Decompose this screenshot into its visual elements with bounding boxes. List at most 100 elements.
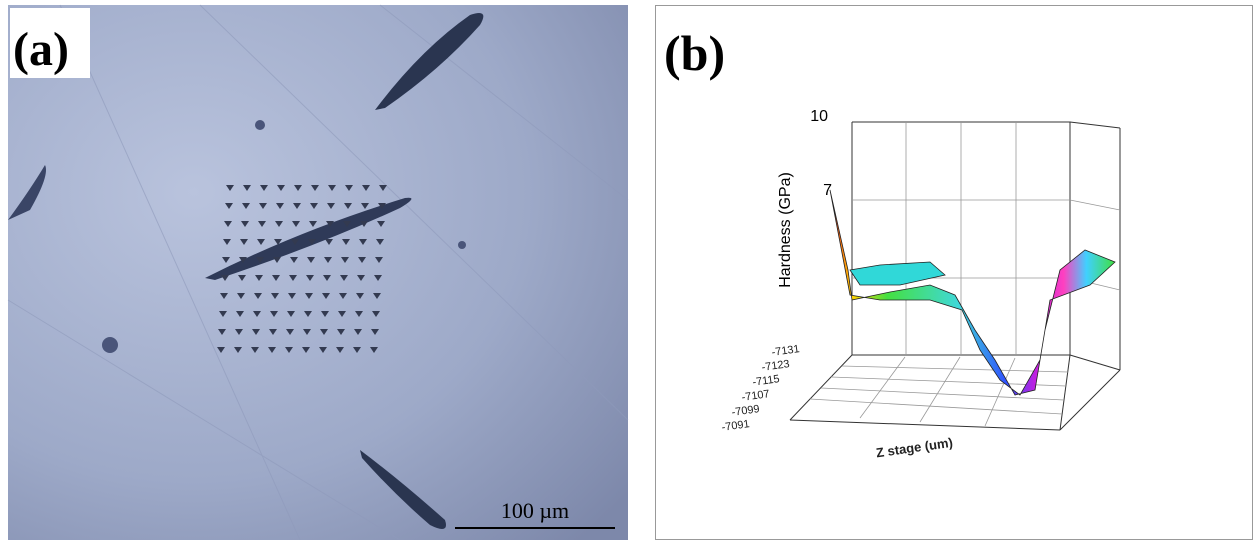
indent xyxy=(324,257,332,263)
y-tick-label: -7099 xyxy=(731,403,761,419)
indent xyxy=(362,185,370,191)
scale-bar-label: 100 µm xyxy=(501,498,569,523)
y-tick-label: -7123 xyxy=(761,358,791,374)
indent xyxy=(322,293,330,299)
indent xyxy=(319,347,327,353)
y-ticks: -7131-7123-7115-7107-7099-7091 xyxy=(721,343,801,434)
indent xyxy=(357,275,365,281)
indent xyxy=(223,239,231,245)
plot-box xyxy=(789,121,1121,431)
pit xyxy=(102,337,118,353)
indent xyxy=(224,221,232,227)
indent xyxy=(240,239,248,245)
indent xyxy=(359,239,367,245)
indent xyxy=(254,293,262,299)
indent xyxy=(326,221,334,227)
indent xyxy=(336,347,344,353)
indent xyxy=(372,311,380,317)
indent xyxy=(321,311,329,317)
indent xyxy=(269,329,277,335)
indent xyxy=(306,275,314,281)
inclusion xyxy=(8,165,46,220)
indent xyxy=(371,329,379,335)
indent xyxy=(287,311,295,317)
z-axis-label: Hardness (GPa) xyxy=(777,172,794,288)
panel-b: (b) 10 7 Hardness (GPa) -7131-7123-7115-… xyxy=(655,5,1253,540)
z-tick-label: 10 xyxy=(810,108,828,125)
indent xyxy=(285,347,293,353)
indent xyxy=(294,185,302,191)
indent xyxy=(273,257,281,263)
indent xyxy=(275,221,283,227)
indent xyxy=(302,347,310,353)
indent xyxy=(344,203,352,209)
indent xyxy=(305,293,313,299)
micrograph xyxy=(8,5,628,540)
indent xyxy=(255,275,263,281)
indent xyxy=(339,293,347,299)
indent xyxy=(237,293,245,299)
indent xyxy=(304,311,312,317)
indent xyxy=(311,185,319,191)
indent xyxy=(259,203,267,209)
indent xyxy=(303,329,311,335)
indent xyxy=(236,311,244,317)
indent xyxy=(353,347,361,353)
label-box xyxy=(10,8,90,78)
indent xyxy=(289,275,297,281)
inclusion xyxy=(375,12,484,110)
indent xyxy=(271,293,279,299)
indent xyxy=(239,257,247,263)
pit xyxy=(255,120,265,130)
indent xyxy=(226,185,234,191)
indent xyxy=(378,203,386,209)
indent xyxy=(251,347,259,353)
indent xyxy=(374,275,382,281)
panel-a: (a) 100 µm xyxy=(7,4,629,540)
indent-array xyxy=(217,185,387,353)
indent xyxy=(358,257,366,263)
indent xyxy=(221,275,229,281)
indent xyxy=(293,203,301,209)
indent xyxy=(370,347,378,353)
indent xyxy=(292,221,300,227)
indent xyxy=(260,185,268,191)
indent xyxy=(354,329,362,335)
indent xyxy=(345,185,353,191)
indent xyxy=(356,293,364,299)
indent xyxy=(343,221,351,227)
pit xyxy=(458,241,466,249)
indent xyxy=(258,221,266,227)
hardness-surface xyxy=(829,189,1116,396)
indent xyxy=(291,239,299,245)
indent xyxy=(338,311,346,317)
indent xyxy=(234,347,242,353)
indent xyxy=(307,257,315,263)
indent xyxy=(235,329,243,335)
indent xyxy=(219,311,227,317)
indent xyxy=(253,311,261,317)
scratches xyxy=(7,4,629,540)
indent xyxy=(217,347,225,353)
indent xyxy=(238,275,246,281)
z-tick-label: 7 xyxy=(823,182,832,199)
indent xyxy=(277,185,285,191)
indent xyxy=(241,221,249,227)
indent xyxy=(276,203,284,209)
indent xyxy=(360,221,368,227)
panel-frame xyxy=(655,5,1253,540)
indent xyxy=(323,275,331,281)
indent xyxy=(268,347,276,353)
indent xyxy=(379,185,387,191)
indent xyxy=(309,221,317,227)
indent xyxy=(308,239,316,245)
indent xyxy=(327,203,335,209)
indent xyxy=(320,329,328,335)
y-tick-label: -7091 xyxy=(721,418,751,434)
indent xyxy=(376,239,384,245)
indent xyxy=(361,203,369,209)
indent xyxy=(290,257,298,263)
y-tick-label: -7131 xyxy=(771,343,801,359)
indent xyxy=(328,185,336,191)
